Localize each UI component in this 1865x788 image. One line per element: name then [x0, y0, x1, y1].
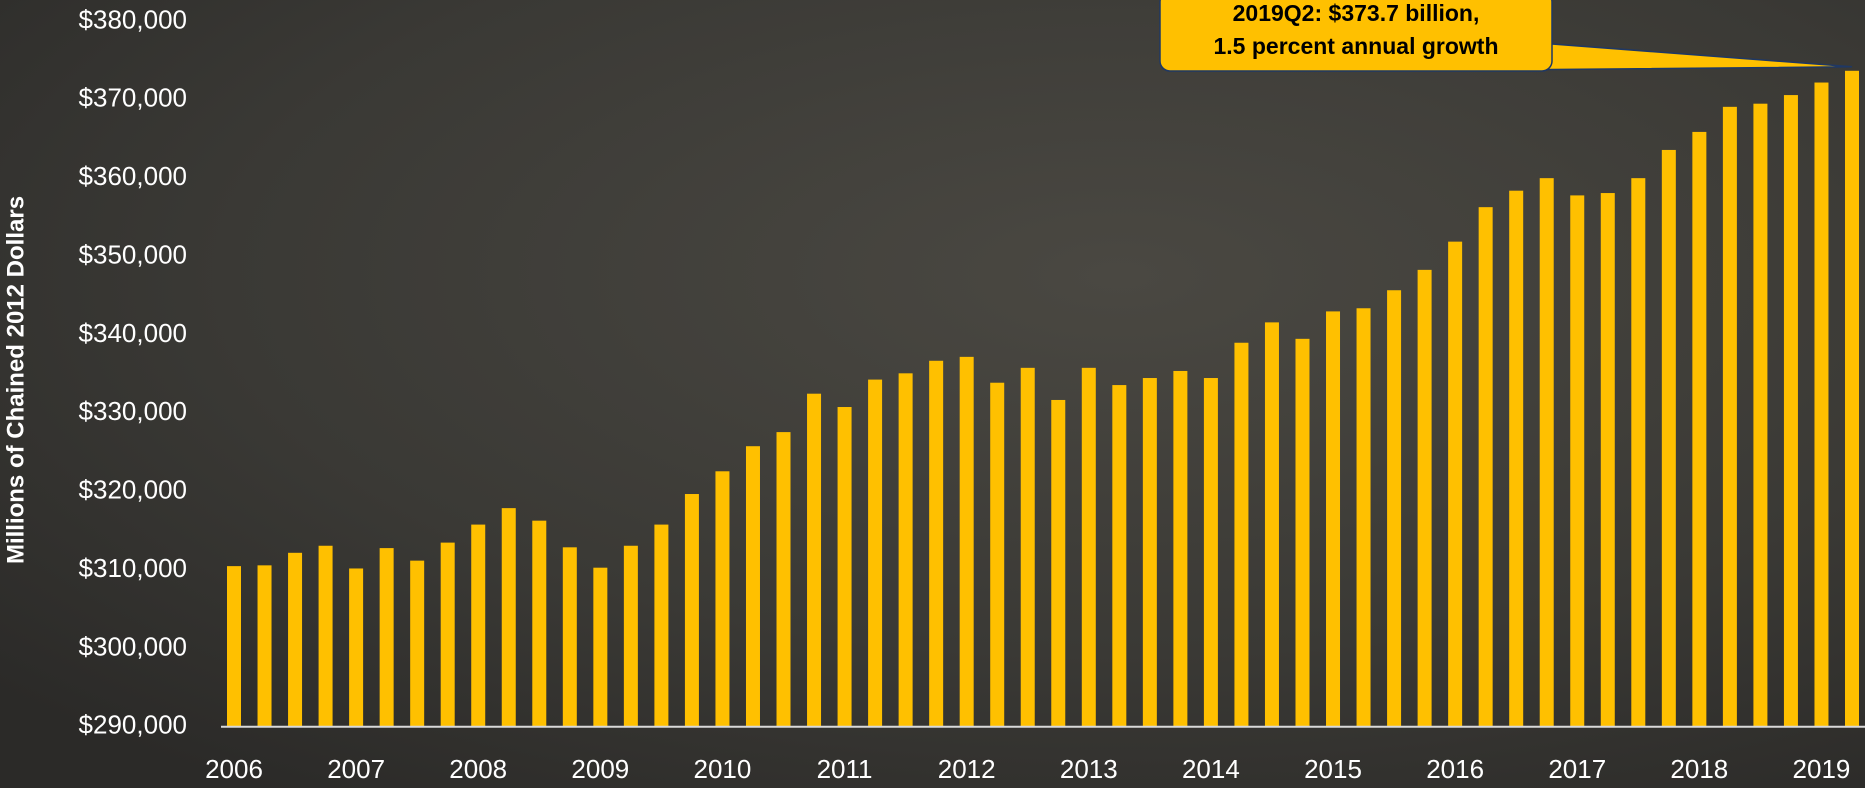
bar [1326, 311, 1340, 726]
bar [1357, 308, 1371, 727]
bar [471, 525, 485, 727]
bar [777, 432, 791, 727]
bar [288, 553, 302, 727]
y-tick-label: $380,000 [79, 4, 187, 34]
bar [990, 383, 1004, 727]
bar [1845, 71, 1859, 727]
bar [1570, 195, 1584, 726]
x-tick-label: 2017 [1548, 754, 1606, 784]
bar [1204, 378, 1218, 727]
y-tick-label: $300,000 [79, 631, 187, 661]
bar [1540, 178, 1554, 727]
x-tick-label: 2007 [327, 754, 385, 784]
bar [319, 546, 333, 727]
y-tick-label: $310,000 [79, 553, 187, 583]
x-tick-label: 2015 [1304, 754, 1362, 784]
y-tick-label: $330,000 [79, 396, 187, 426]
bar [746, 446, 760, 727]
chart: Millions of Chained 2012 Dollars $290,00… [0, 0, 1865, 788]
bar [563, 547, 577, 726]
bar [1143, 378, 1157, 727]
bar [685, 494, 699, 727]
y-tick-label: $340,000 [79, 318, 187, 348]
bar [1295, 339, 1309, 727]
x-tick-label: 2009 [571, 754, 629, 784]
bar [899, 373, 913, 726]
bar [1418, 270, 1432, 727]
bar [532, 521, 546, 727]
bar [960, 357, 974, 727]
y-tick-label: $320,000 [79, 475, 187, 505]
bar [1387, 290, 1401, 727]
bar [1479, 207, 1493, 727]
bar [1448, 242, 1462, 727]
bar [1814, 83, 1828, 727]
bar [1112, 385, 1126, 727]
bar [380, 548, 394, 727]
y-tick-label: $370,000 [79, 83, 187, 113]
bar [1601, 193, 1615, 727]
bar [593, 568, 607, 727]
bar [258, 565, 272, 726]
bar [1753, 104, 1767, 727]
bar [441, 543, 455, 727]
x-tick-label: 2008 [449, 754, 507, 784]
bar [1082, 368, 1096, 727]
bar [1021, 368, 1035, 727]
x-tick-label: 2014 [1182, 754, 1240, 784]
bar [715, 471, 729, 727]
bar [227, 566, 241, 727]
annotation-text: 2019Q2: $373.7 billion, [1233, 0, 1480, 26]
bar [410, 561, 424, 727]
bar [349, 568, 363, 726]
page: Millions of Chained 2012 Dollars $290,00… [0, 0, 1865, 788]
bar [1723, 107, 1737, 727]
bar [502, 508, 516, 727]
y-tick-label: $350,000 [79, 239, 187, 269]
bar [654, 525, 668, 727]
x-tick-label: 2019 [1793, 754, 1851, 784]
x-tick-label: 2006 [205, 754, 263, 784]
x-tick-label: 2010 [694, 754, 752, 784]
x-tick-label: 2016 [1426, 754, 1484, 784]
y-tick-label: $290,000 [79, 710, 187, 740]
bar [1784, 95, 1798, 727]
x-tick-label: 2011 [817, 754, 873, 784]
bar [1662, 150, 1676, 727]
bar [929, 361, 943, 727]
bar [1692, 132, 1706, 727]
bar [838, 407, 852, 727]
bar [807, 394, 821, 727]
bar [624, 546, 638, 727]
x-tick-label: 2013 [1060, 754, 1118, 784]
bar [1051, 400, 1065, 727]
x-tick-label: 2018 [1670, 754, 1728, 784]
y-axis-title: Millions of Chained 2012 Dollars [2, 196, 29, 564]
bar [1509, 191, 1523, 727]
y-tick-label: $360,000 [79, 161, 187, 191]
bar [1234, 343, 1248, 727]
bar [1631, 178, 1645, 727]
bar [1173, 371, 1187, 727]
bar [868, 380, 882, 727]
x-tick-label: 2012 [938, 754, 996, 784]
bar [1265, 322, 1279, 726]
annotation-text: 1.5 percent annual growth [1214, 33, 1499, 59]
